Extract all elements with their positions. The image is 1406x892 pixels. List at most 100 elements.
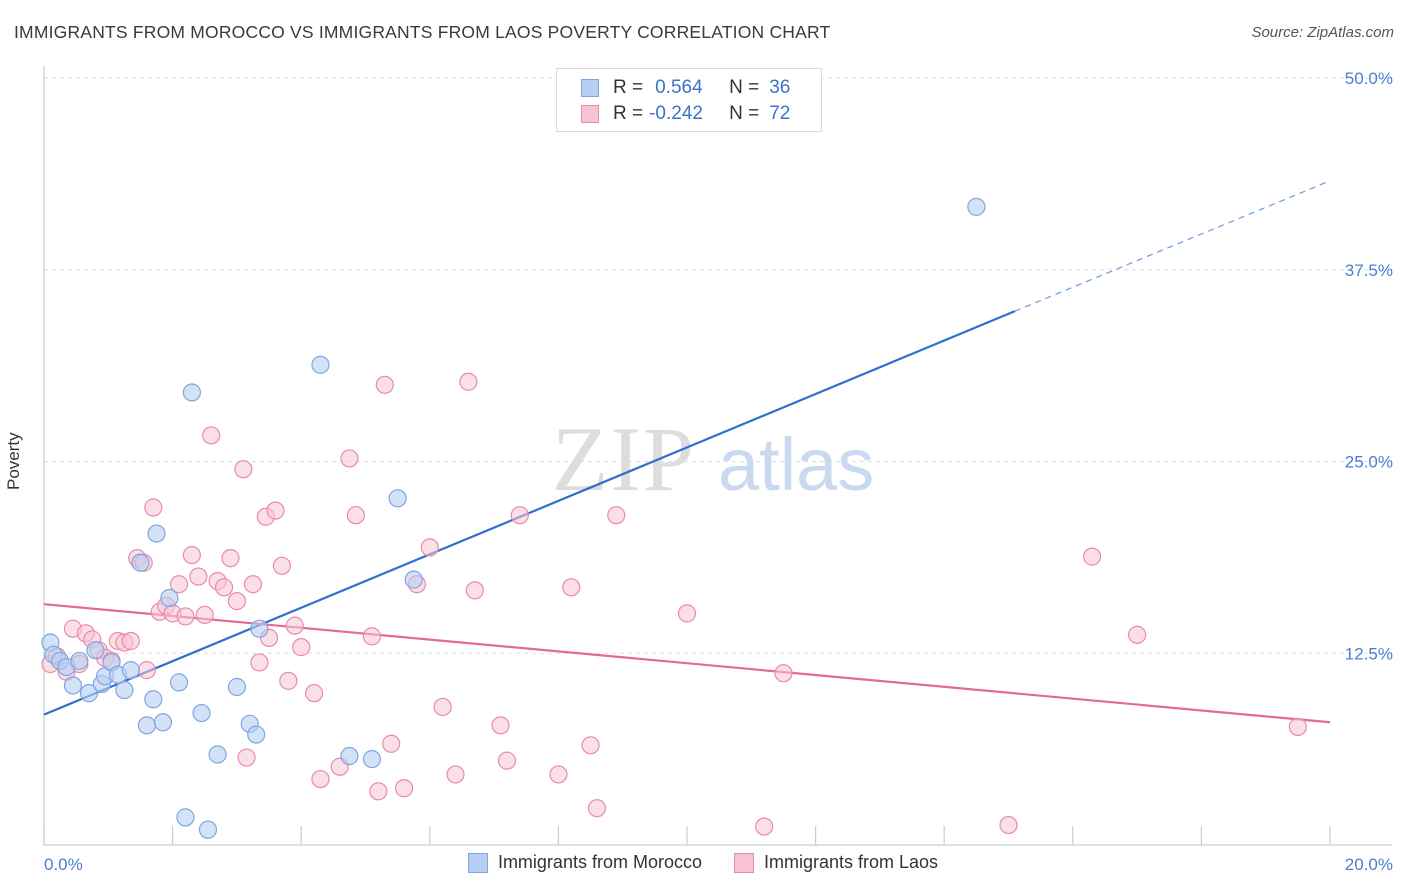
point-laos — [176, 607, 195, 626]
point-laos — [1288, 717, 1307, 736]
x-tick-label: 20.0% — [1345, 855, 1393, 874]
point-morocco — [70, 651, 89, 671]
point-laos — [266, 501, 285, 520]
point-morocco — [147, 524, 166, 543]
tick-labels: 12.5% 25.0% 37.5% 50.0% 0.0% 20.0% — [44, 69, 1393, 874]
point-laos — [1082, 547, 1102, 566]
point-laos — [394, 779, 414, 798]
point-laos — [382, 734, 401, 753]
point-morocco — [86, 641, 105, 660]
point-laos — [433, 697, 452, 717]
legend-item-morocco[interactable]: Immigrants from Morocco — [467, 852, 702, 873]
point-laos — [237, 748, 256, 767]
watermark: ZIP atlas — [552, 408, 874, 510]
point-morocco — [388, 489, 407, 508]
legend-swatch-laos — [733, 852, 754, 873]
trend-line-morocco-extension — [1014, 180, 1331, 312]
point-morocco — [967, 197, 986, 216]
trend-line-morocco — [43, 310, 1016, 716]
point-morocco — [137, 716, 156, 735]
source-label: Source: ZipAtlas.com — [1251, 24, 1394, 41]
point-laos — [465, 581, 484, 600]
legend-swatch-laos — [581, 105, 599, 123]
point-laos — [446, 765, 465, 784]
point-laos — [755, 817, 774, 836]
point-morocco — [169, 673, 189, 692]
series-legend: Immigrants from Morocco Immigrants from … — [0, 852, 1406, 873]
point-laos — [221, 549, 240, 568]
point-morocco — [250, 619, 269, 638]
point-laos — [121, 631, 140, 651]
point-laos — [362, 627, 382, 646]
point-morocco — [115, 680, 134, 700]
point-laos — [227, 591, 246, 611]
point-laos — [375, 375, 394, 394]
point-laos — [562, 578, 581, 597]
point-morocco — [176, 808, 195, 827]
legend-r-label: R = — [613, 103, 644, 124]
point-laos — [607, 506, 626, 525]
point-morocco — [160, 588, 179, 608]
point-laos — [420, 538, 439, 557]
point-morocco — [63, 676, 83, 695]
point-laos — [250, 653, 269, 672]
point-morocco — [208, 745, 227, 764]
legend-r-value-morocco: 0.564 — [655, 77, 703, 98]
point-laos — [677, 604, 697, 623]
point-laos — [999, 815, 1018, 835]
legend-row-morocco: R = 0.564 N = 36 — [581, 75, 790, 101]
y-tick-label: 12.5% — [1345, 644, 1393, 663]
point-laos — [346, 506, 365, 525]
legend-swatch-morocco — [467, 852, 488, 873]
point-morocco — [144, 690, 163, 709]
point-laos — [497, 751, 517, 770]
data-points — [41, 197, 1307, 839]
point-laos — [549, 765, 568, 784]
legend-swatch-morocco — [581, 79, 599, 97]
point-laos — [285, 616, 304, 635]
legend-label-morocco: Immigrants from Morocco — [497, 852, 702, 872]
legend-n-value-morocco: 36 — [769, 77, 791, 98]
legend-r-value-laos: -0.242 — [649, 103, 703, 124]
legend-n-label: N = — [729, 77, 760, 98]
gridlines — [44, 77, 1392, 654]
legend-row-laos: R = -0.242 N = 72 — [581, 101, 790, 127]
point-laos — [189, 567, 208, 586]
point-laos — [202, 426, 221, 445]
point-laos — [510, 506, 529, 525]
point-laos — [304, 684, 324, 703]
point-laos — [369, 782, 388, 801]
point-laos — [311, 769, 330, 789]
point-morocco — [404, 570, 423, 589]
point-laos — [195, 605, 214, 625]
point-laos — [459, 372, 478, 391]
point-laos — [137, 661, 156, 680]
point-laos — [774, 664, 793, 683]
point-laos — [587, 799, 607, 818]
point-morocco — [198, 820, 218, 839]
chart-title: IMMIGRANTS FROM MOROCCO VS IMMIGRANTS FR… — [14, 22, 831, 42]
legend-label-laos: Immigrants from Laos — [763, 852, 939, 872]
legend-item-laos[interactable]: Immigrants from Laos — [733, 852, 939, 873]
point-morocco — [131, 553, 150, 572]
y-tick-label: 50.0% — [1345, 69, 1393, 88]
x-tick-label: 0.0% — [44, 855, 83, 874]
correlation-legend: R = 0.564 N = 36 R = -0.242 N = 72 — [556, 68, 822, 132]
point-morocco — [311, 355, 330, 374]
y-tick-label: 25.0% — [1345, 453, 1393, 472]
y-tick-label: 37.5% — [1345, 261, 1393, 280]
legend-r-label: R = — [613, 77, 644, 98]
point-laos — [491, 716, 510, 735]
point-laos — [279, 671, 298, 690]
watermark-atlas: atlas — [718, 423, 874, 506]
point-morocco — [340, 746, 359, 766]
point-morocco — [153, 713, 173, 732]
point-laos — [234, 460, 253, 479]
point-morocco — [192, 703, 211, 723]
legend-n-label: N = — [729, 103, 760, 124]
point-laos — [182, 545, 201, 565]
point-laos — [340, 449, 359, 468]
point-morocco — [182, 383, 201, 402]
axes — [43, 66, 1392, 846]
